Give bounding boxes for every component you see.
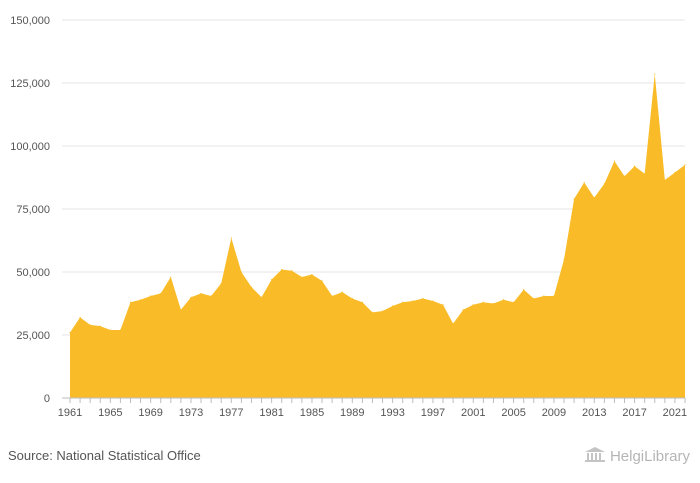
y-tick-label: 125,000: [10, 78, 50, 90]
x-tick-label: 1993: [380, 407, 404, 419]
data-point: [533, 297, 535, 300]
data-point: [381, 310, 384, 312]
x-tick-label: 2005: [501, 407, 525, 419]
x-tick-label: 2001: [461, 407, 485, 419]
data-point: [422, 297, 424, 300]
data-point: [573, 198, 575, 200]
data-point: [351, 297, 353, 300]
x-tick-label: 1977: [219, 407, 243, 419]
data-point: [250, 286, 253, 288]
area-chart: 0 25,000 50,000 75,000 100,000 125,000 150,000…: [10, 15, 687, 419]
data-point: [79, 316, 81, 318]
data-point: [613, 160, 616, 162]
x-tick-label: 2009: [542, 407, 566, 419]
x-tick-label: 2017: [622, 407, 646, 419]
data-point: [139, 299, 142, 301]
data-point: [472, 304, 474, 306]
x-tick-label: 1965: [98, 407, 122, 419]
data-point: [553, 295, 555, 297]
y-tick-label: 50,000: [16, 267, 50, 279]
data-point: [402, 301, 404, 303]
data-point: [593, 197, 595, 199]
data-point: [220, 282, 222, 284]
brand-logo: HelgiLibrary: [584, 446, 690, 467]
data-point: [119, 329, 122, 331]
data-point: [69, 331, 71, 334]
data-point: [502, 299, 505, 301]
data-point: [583, 181, 585, 184]
data-point: [341, 291, 343, 293]
data-point: [89, 324, 91, 326]
source-note: Source: National Statistical Office: [8, 448, 201, 463]
x-tick-label: 1985: [300, 407, 324, 419]
y-tick-label: 25,000: [16, 330, 50, 342]
data-point: [452, 323, 454, 325]
data-point: [644, 173, 646, 175]
data-point: [301, 276, 303, 278]
y-axis-labels: 0 25,000 50,000 75,000 100,000 125,000 150,000: [10, 15, 50, 405]
data-point: [200, 292, 202, 295]
chart-footer: Source: National Statistical Office Helg…: [0, 440, 700, 483]
data-point: [462, 309, 464, 311]
area-series: [69, 73, 686, 399]
x-axis: [62, 397, 686, 403]
data-point: [99, 325, 101, 327]
data-point: [563, 258, 565, 260]
x-tick-label: 1989: [340, 407, 364, 419]
x-tick-label: 1969: [138, 407, 162, 419]
data-point: [492, 302, 495, 305]
data-point: [371, 311, 374, 313]
data-point: [664, 179, 666, 181]
data-point: [674, 171, 676, 174]
data-point: [513, 301, 515, 303]
y-tick-label: 100,000: [10, 141, 50, 153]
data-point: [432, 300, 434, 302]
data-point: [543, 295, 545, 297]
y-tick-label: 0: [44, 393, 50, 405]
data-point: [654, 73, 656, 75]
data-point: [331, 295, 333, 297]
data-point: [109, 329, 111, 331]
brand-name: HelgiLibrary: [609, 448, 690, 465]
data-point: [129, 301, 132, 303]
data-point: [684, 164, 686, 166]
library-building-icon: [584, 446, 606, 467]
data-point: [180, 309, 182, 311]
data-point: [623, 175, 626, 177]
x-axis-labels: 1961 1965 1969 1973 1977 1981 1985 1989 1993 1997…: [58, 407, 687, 419]
data-point: [311, 273, 313, 276]
data-point: [442, 304, 444, 306]
x-tick-label: 2021: [663, 407, 687, 419]
data-point: [260, 296, 263, 298]
data-point: [170, 276, 172, 278]
data-point: [603, 183, 605, 185]
data-point: [230, 237, 232, 239]
data-point: [291, 270, 293, 272]
y-tick-label: 150,000: [10, 15, 50, 27]
x-tick-label: 1997: [421, 407, 445, 419]
data-point: [281, 268, 283, 271]
data-point: [412, 300, 414, 302]
data-point: [271, 278, 273, 281]
data-point: [523, 289, 525, 291]
data-point: [210, 295, 212, 297]
area-fill: [70, 74, 685, 399]
y-tick-label: 75,000: [16, 204, 50, 216]
x-tick-label: 2013: [582, 407, 606, 419]
x-tick-label: 1981: [259, 407, 283, 419]
x-tick-label: 1973: [179, 407, 203, 419]
data-point: [240, 271, 242, 273]
x-tick-label: 1961: [58, 407, 82, 419]
data-point: [361, 301, 363, 303]
data-point: [392, 305, 394, 307]
data-point: [150, 295, 152, 297]
data-point: [482, 301, 484, 303]
data-point: [321, 280, 323, 282]
data-point: [190, 296, 192, 298]
data-point: [633, 165, 636, 167]
data-point: [160, 292, 162, 295]
